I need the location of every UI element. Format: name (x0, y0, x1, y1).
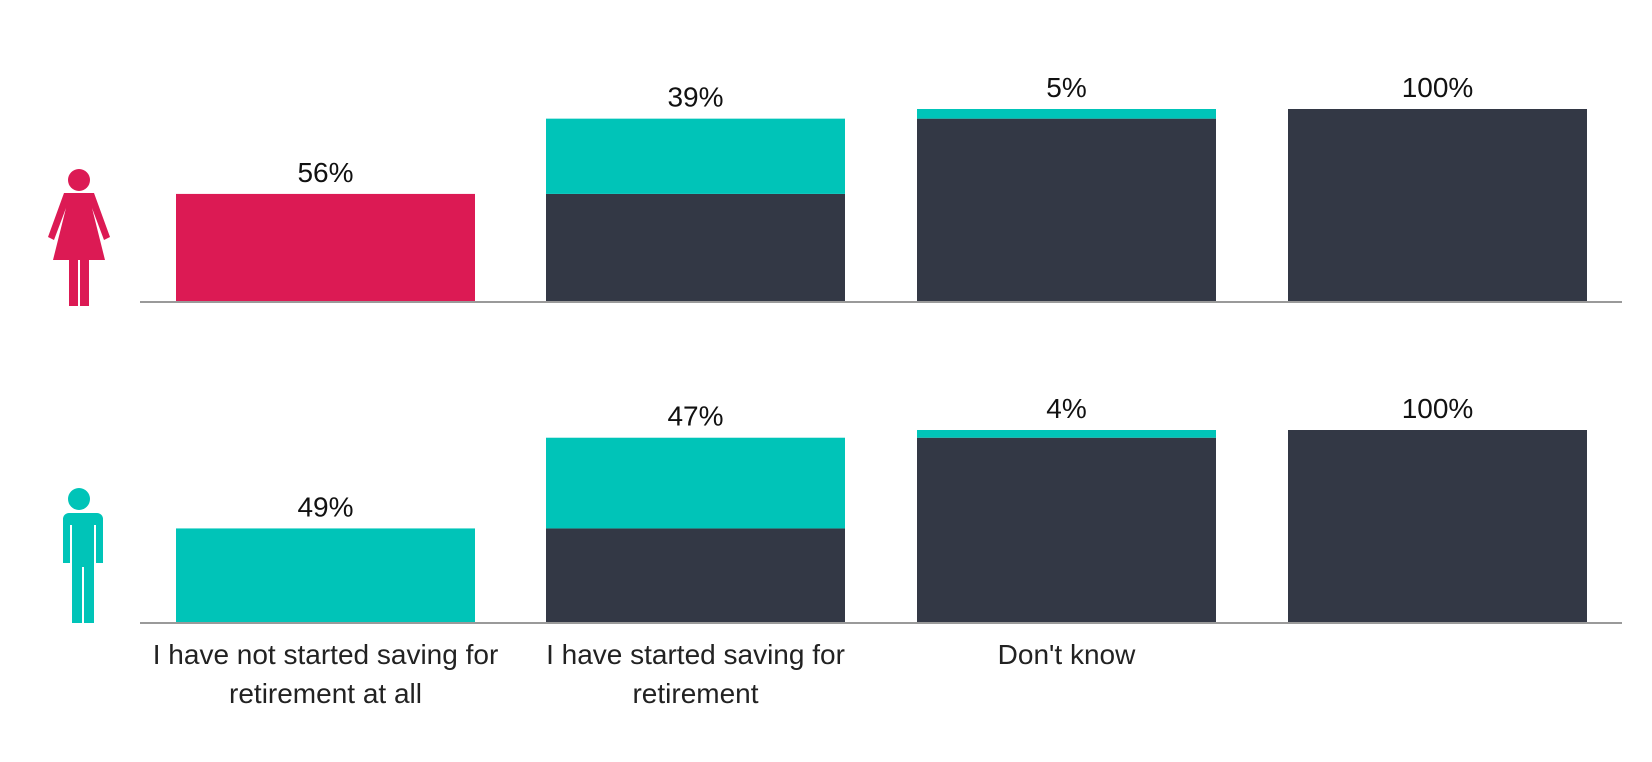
category-label: Don't know (997, 639, 1136, 670)
increment-bar (546, 118, 845, 194)
value-label: 49% (297, 491, 353, 522)
bar (176, 528, 475, 623)
value-label: 39% (667, 82, 723, 113)
value-label: 47% (667, 401, 723, 432)
increment-bar (546, 437, 845, 529)
base-bar (917, 118, 1216, 303)
value-label: 100% (1402, 393, 1474, 424)
base-bar (546, 528, 845, 623)
value-label: 56% (297, 157, 353, 188)
bar (176, 193, 475, 302)
total-bar (1288, 109, 1587, 302)
female-icon (48, 169, 110, 306)
value-label: 100% (1402, 72, 1474, 103)
value-label: 5% (1046, 72, 1086, 103)
base-bar (917, 437, 1216, 623)
value-label: 4% (1046, 393, 1086, 424)
total-bar (1288, 430, 1587, 623)
category-label: I have started saving for retirement (546, 639, 845, 709)
base-bar (546, 193, 845, 302)
category-label: I have not started saving for retirement… (152, 639, 499, 709)
increment-bar (917, 109, 1216, 119)
increment-bar (917, 430, 1216, 438)
male-icon (61, 488, 103, 623)
